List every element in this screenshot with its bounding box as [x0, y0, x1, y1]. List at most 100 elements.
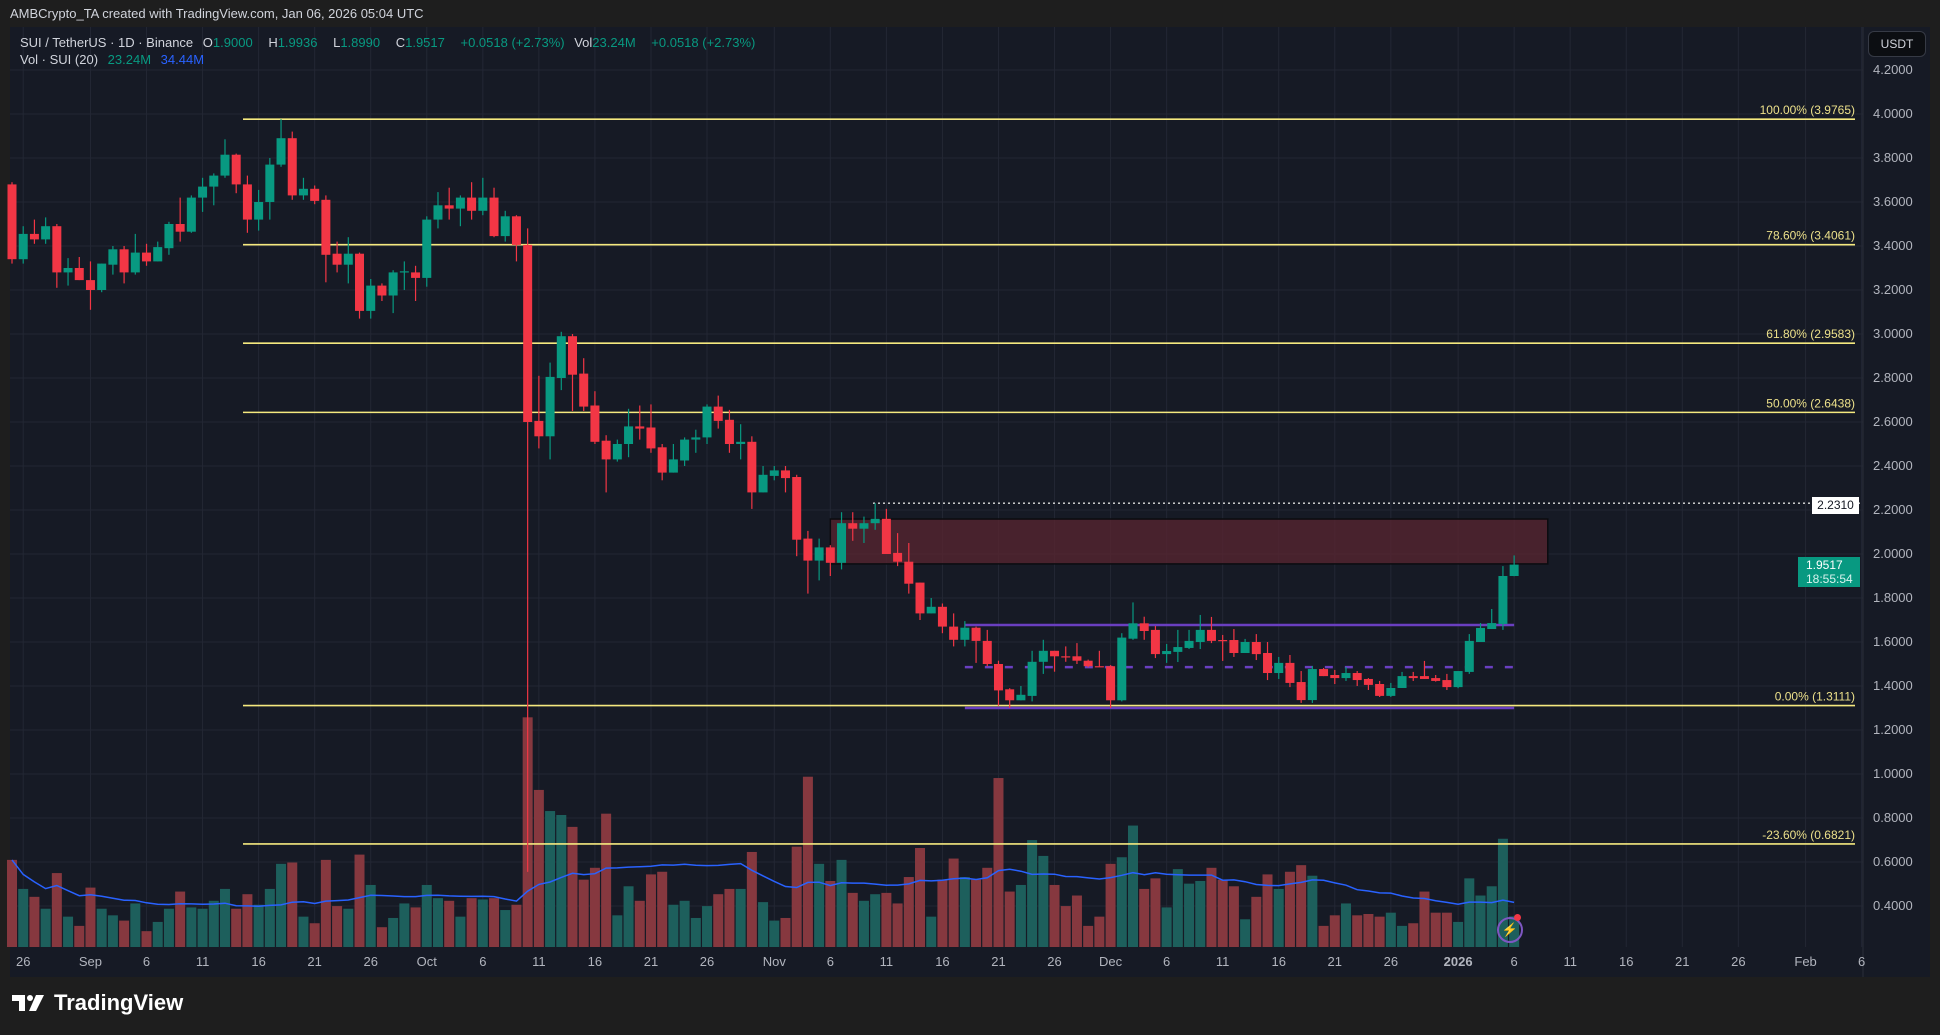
candle[interactable] [1173, 629, 1183, 663]
candle[interactable] [220, 139, 230, 178]
candle[interactable] [1106, 665, 1116, 708]
candle[interactable] [1464, 634, 1474, 674]
candle[interactable] [276, 119, 286, 167]
candle[interactable] [500, 210, 510, 242]
candle[interactable] [769, 466, 779, 481]
candle[interactable] [837, 512, 847, 570]
candle[interactable] [1038, 639, 1048, 674]
candle[interactable] [97, 263, 107, 293]
candle[interactable] [949, 613, 959, 647]
candle[interactable] [624, 408, 634, 458]
candle[interactable] [433, 192, 443, 229]
candle[interactable] [1363, 678, 1373, 690]
candle[interactable] [635, 405, 645, 440]
symbol-info[interactable]: SUI / TetherUS · 1D · Binance [20, 35, 194, 50]
candle[interactable] [1162, 643, 1172, 663]
candle[interactable] [780, 466, 790, 493]
candle[interactable] [915, 582, 925, 620]
candle[interactable] [1476, 623, 1486, 642]
candle[interactable] [523, 228, 533, 872]
candle[interactable] [186, 195, 196, 233]
candle[interactable] [242, 175, 252, 233]
volume-study-name[interactable]: Vol · SUI (20) [20, 52, 99, 67]
candle[interactable] [792, 474, 802, 557]
candle[interactable] [848, 512, 858, 541]
candle[interactable] [904, 543, 914, 594]
candle[interactable] [579, 358, 589, 411]
candle[interactable] [993, 660, 1003, 706]
candle[interactable] [937, 603, 947, 634]
candle[interactable] [680, 437, 690, 466]
candle[interactable] [612, 439, 622, 462]
candle[interactable] [119, 246, 129, 284]
candle[interactable] [1016, 686, 1026, 701]
candle[interactable] [803, 530, 813, 594]
candle[interactable] [982, 629, 992, 667]
candle[interactable] [568, 334, 577, 411]
candle[interactable] [534, 375, 544, 449]
candle[interactable] [41, 217, 51, 244]
candle[interactable] [1083, 659, 1093, 668]
candle[interactable] [758, 466, 768, 493]
candle[interactable] [321, 195, 331, 283]
candle[interactable] [18, 226, 28, 264]
candle[interactable] [1206, 616, 1216, 644]
candle[interactable] [646, 404, 656, 453]
candle[interactable] [702, 404, 712, 444]
candle[interactable] [254, 189, 264, 231]
candle[interactable] [859, 516, 869, 543]
candle[interactable] [164, 221, 174, 255]
candle[interactable] [298, 177, 308, 200]
candle[interactable] [747, 436, 757, 509]
candle[interactable] [814, 538, 824, 581]
candle[interactable] [893, 533, 903, 567]
candle[interactable] [1431, 675, 1441, 682]
candle[interactable] [691, 429, 701, 453]
candle[interactable] [590, 391, 600, 444]
candle[interactable] [1050, 650, 1060, 672]
candle[interactable] [231, 153, 241, 194]
candle[interactable] [1296, 671, 1306, 703]
candle[interactable] [198, 177, 208, 212]
candle[interactable] [377, 283, 387, 301]
candle[interactable] [29, 219, 39, 244]
candle[interactable] [343, 237, 353, 284]
tradingview-logo[interactable]: TradingView [12, 990, 183, 1016]
candle[interactable] [7, 182, 17, 264]
candle[interactable] [366, 279, 376, 319]
candle[interactable] [1498, 566, 1508, 630]
candle[interactable] [478, 177, 488, 216]
candle[interactable] [881, 508, 891, 554]
candle[interactable] [1307, 665, 1317, 703]
candle[interactable] [971, 626, 981, 663]
candle[interactable] [1128, 602, 1138, 640]
currency-button[interactable]: USDT [1868, 31, 1926, 57]
candle[interactable] [1195, 614, 1205, 650]
candle[interactable] [1341, 667, 1351, 681]
lightning-icon[interactable]: ⚡ [1497, 917, 1523, 943]
candle[interactable] [444, 187, 454, 220]
candle[interactable] [467, 182, 477, 220]
candle[interactable] [1352, 671, 1362, 686]
candle[interactable] [1442, 673, 1452, 690]
candle[interactable] [668, 444, 678, 473]
candle[interactable] [265, 158, 275, 220]
candle[interactable] [556, 331, 566, 391]
candle[interactable] [736, 424, 746, 460]
candle[interactable] [1509, 555, 1519, 577]
candle[interactable] [355, 252, 365, 319]
candle[interactable] [1274, 656, 1284, 679]
candle[interactable] [332, 241, 342, 273]
candle[interactable] [870, 503, 880, 530]
candle[interactable] [130, 233, 140, 275]
candle[interactable] [960, 621, 970, 647]
candle[interactable] [142, 243, 152, 266]
candle[interactable] [1139, 616, 1149, 640]
candle[interactable] [1397, 671, 1407, 688]
candle[interactable] [1061, 646, 1071, 662]
candle[interactable] [1453, 671, 1463, 689]
candle[interactable] [1419, 660, 1429, 679]
candle[interactable] [1285, 654, 1295, 688]
candle[interactable] [825, 545, 835, 576]
